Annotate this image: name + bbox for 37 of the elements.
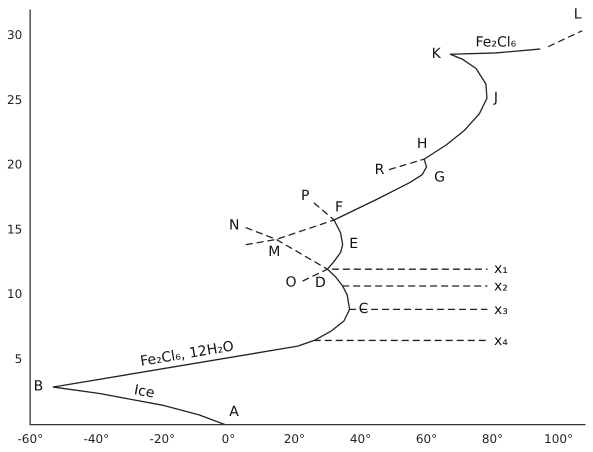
annotation: F [335,200,344,216]
annotation: x₄ [494,333,508,350]
x-tick-label: 0° [222,432,236,446]
y-tick-label: 30 [6,28,22,42]
annotation: x₃ [494,302,508,318]
annotation: O [285,274,297,290]
x-tick-label: 100° [544,432,574,446]
x-tick-label: 80° [482,432,504,446]
annotation: M [268,244,280,260]
annotation: Fe₂Cl₆ [475,34,517,51]
x-tick-label: 60° [416,432,438,446]
annotation: E [349,236,358,252]
x-tick-label: -60° [17,432,44,446]
annotation: J [492,90,498,106]
annotation: H [416,136,428,152]
y-tick-label: 20 [6,158,22,172]
x-tick-label: -20° [150,432,176,446]
annotation: R [374,162,385,178]
annotation: N [228,217,240,234]
annotation: x₂ [494,278,508,295]
annotation: B [34,378,44,395]
annotation: x₁ [494,260,508,277]
annotation: Fe₂Cl₆, 12H₂O [139,338,236,370]
x-tick-label: -40° [84,432,110,446]
y-tick-label: 10 [6,287,22,302]
y-tick-label: 5 [14,352,22,366]
annotation: P [301,188,310,204]
x-tick-label: 40° [350,432,372,446]
annotation: A [229,404,240,420]
annotation: Ice [132,382,156,402]
y-tick-label: 25 [6,92,22,107]
annotation: D [315,274,326,291]
x-tick-label: 20° [284,432,306,446]
annotation: G [434,170,445,186]
annotation: L [574,6,582,23]
y-tick-label: 15 [6,222,22,236]
annotation: K [432,46,442,62]
